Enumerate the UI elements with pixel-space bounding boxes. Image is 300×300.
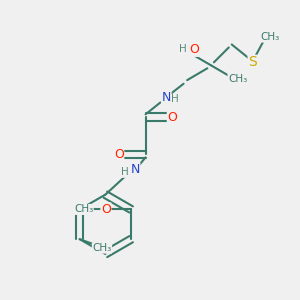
Text: CH₃: CH₃ (74, 204, 93, 214)
Text: O: O (190, 43, 200, 56)
Text: H: H (171, 94, 179, 104)
Text: O: O (114, 148, 124, 161)
Text: CH₃: CH₃ (261, 32, 280, 42)
Text: CH₃: CH₃ (228, 74, 247, 84)
Text: H: H (179, 44, 187, 54)
Text: N: N (130, 163, 140, 176)
Text: O: O (167, 111, 177, 124)
Text: CH₃: CH₃ (92, 243, 112, 253)
Text: O: O (101, 203, 111, 216)
Text: S: S (248, 55, 257, 69)
Text: N: N (162, 92, 171, 104)
Text: H: H (121, 167, 129, 177)
